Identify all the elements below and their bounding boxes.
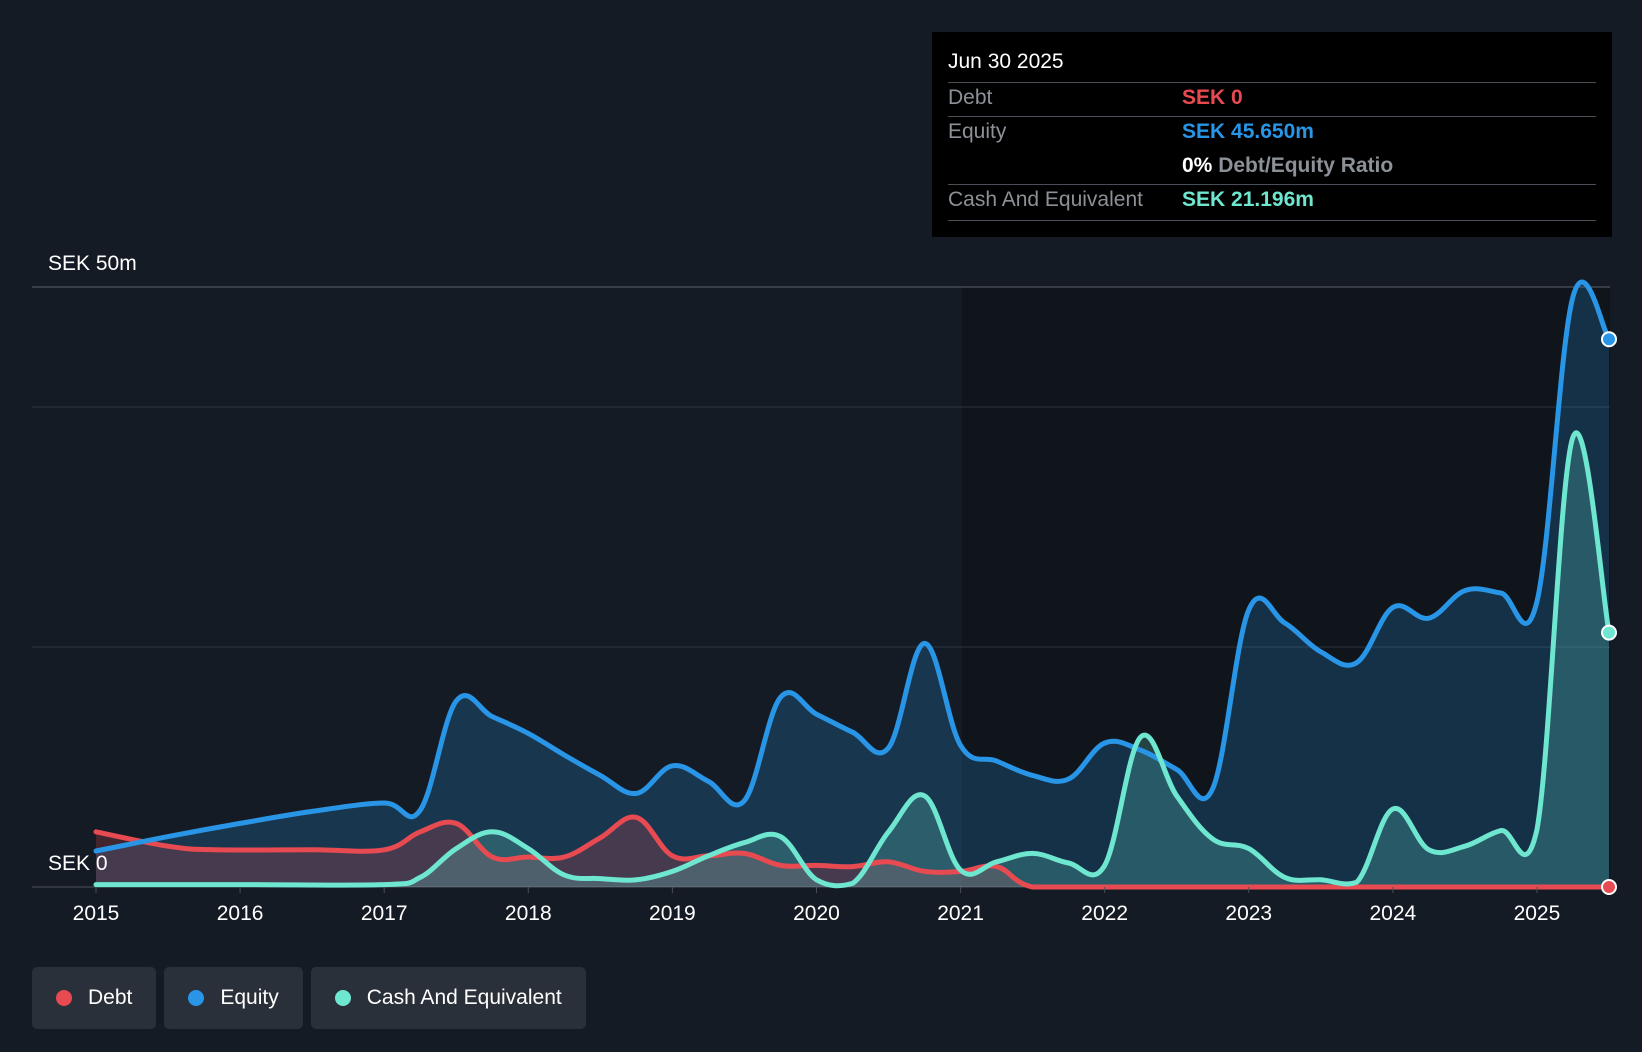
- tooltip-date: Jun 30 2025: [948, 50, 1064, 73]
- x-tick-label: 2016: [217, 902, 264, 925]
- equity-dot-icon: [188, 990, 205, 1006]
- area-debt: [96, 816, 1609, 887]
- legend: Debt Equity Cash And Equivalent: [32, 967, 586, 1029]
- legend-label-cash: Cash And Equivalent: [366, 986, 562, 1009]
- line-cash: [93, 430, 1612, 889]
- tooltip-divider: [948, 220, 1596, 221]
- x-tick-label: 2019: [649, 902, 696, 925]
- x-tick-label: 2022: [1081, 902, 1128, 925]
- tooltip-divider: [948, 82, 1596, 83]
- tooltip-divider: [948, 116, 1596, 117]
- tooltip-equity-label: Equity: [948, 120, 1007, 143]
- legend-item-debt[interactable]: Debt: [32, 967, 157, 1029]
- tooltip-ratio-label: Debt/Equity Ratio: [1218, 154, 1394, 177]
- x-axis-ticks: 2015 2016 2017 2018 2019 2020 2021 2022 2023 2024…: [73, 887, 1561, 925]
- line-equity: [93, 279, 1612, 854]
- x-tick-label: 2020: [793, 902, 840, 925]
- x-tick-label: 2024: [1369, 902, 1416, 925]
- end-marker-equity[interactable]: [1601, 331, 1617, 348]
- x-tick-label: 2018: [505, 902, 552, 925]
- end-marker-debt[interactable]: [1601, 879, 1617, 895]
- series-lines: [93, 279, 1612, 890]
- series-areas: [96, 282, 1609, 888]
- tooltip-panel: Jun 30 2025 Debt SEK 0 Equity SEK 45.650…: [932, 32, 1612, 237]
- legend-item-equity[interactable]: Equity: [164, 967, 303, 1029]
- series-end-markers: [1601, 331, 1617, 895]
- y-axis-bottom-label: SEK 0: [48, 852, 108, 875]
- tooltip-debt-value: SEK 0: [1182, 86, 1243, 109]
- area-equity: [96, 282, 1609, 888]
- line-debt: [93, 814, 1612, 890]
- x-tick-label: 2023: [1225, 902, 1272, 925]
- tooltip-ratio: 0% Debt/Equity Ratio: [1182, 154, 1393, 178]
- x-tick-label: 2021: [937, 902, 984, 925]
- tooltip-cash-label: Cash And Equivalent: [948, 188, 1143, 211]
- tooltip-cash-value: SEK 21.196m: [1182, 188, 1314, 211]
- plot-background-past: [32, 287, 962, 887]
- legend-item-cash[interactable]: Cash And Equivalent: [310, 967, 586, 1029]
- tooltip-debt-label: Debt: [948, 86, 993, 109]
- x-tick-label: 2025: [1514, 902, 1561, 925]
- cash-dot-icon: [334, 990, 351, 1006]
- x-tick-label: 2017: [361, 902, 408, 925]
- x-tick-label: 2015: [73, 902, 120, 925]
- tooltip-equity-value: SEK 45.650m: [1182, 120, 1314, 143]
- plot-background-recent: [962, 287, 1610, 887]
- tooltip-ratio-percent: 0%: [1182, 154, 1213, 177]
- legend-label-equity: Equity: [220, 986, 279, 1009]
- y-axis-top-label: SEK 50m: [48, 252, 137, 275]
- debt-dot-icon: [56, 990, 72, 1006]
- legend-label-debt: Debt: [88, 986, 133, 1009]
- end-marker-cash[interactable]: [1601, 624, 1617, 641]
- tooltip-divider: [948, 184, 1596, 185]
